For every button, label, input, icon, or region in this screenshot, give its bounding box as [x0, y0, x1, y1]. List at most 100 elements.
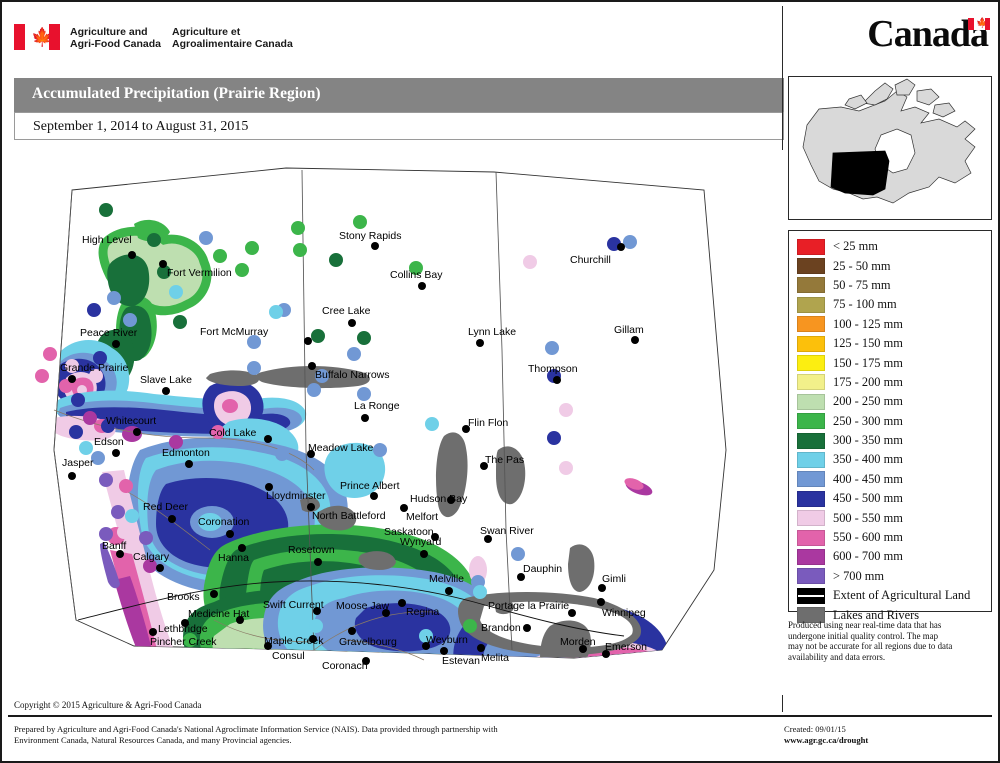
- city-label: Gimli: [602, 573, 626, 585]
- subtitle-bar: September 1, 2014 to August 31, 2015: [14, 112, 784, 140]
- city-label: Meadow Lake: [308, 442, 374, 454]
- legend-swatch: [797, 432, 825, 449]
- canada-wordmark: Canada 🍁: [867, 14, 990, 58]
- city-label: Weyburn: [426, 634, 468, 646]
- legend-label: Lakes and Rivers: [833, 607, 920, 622]
- legend-label: 200 - 250 mm: [833, 394, 903, 409]
- legend-label: 125 - 150 mm: [833, 336, 903, 351]
- city-marker-dot: [362, 657, 370, 665]
- canada-locator-map: [788, 76, 992, 220]
- city-marker-dot: [398, 599, 406, 607]
- legend-row: 600 - 700 mm: [797, 547, 991, 566]
- legend-swatch: [797, 355, 825, 372]
- legend-row: 250 - 300 mm: [797, 412, 991, 431]
- city-label: Melville: [429, 573, 465, 585]
- page-title: Accumulated Precipitation (Prairie Regio…: [32, 85, 321, 102]
- legend-swatch: [797, 296, 825, 313]
- title-bar: Accumulated Precipitation (Prairie Regio…: [14, 78, 784, 112]
- legend-label: 600 - 700 mm: [833, 549, 903, 564]
- city-label: High Level: [82, 234, 132, 246]
- created-date: Created: 09/01/15: [784, 724, 846, 734]
- city-label: Morden: [560, 636, 596, 648]
- city-label: Whitecourt: [106, 415, 157, 427]
- legend-row: < 25 mm: [797, 237, 991, 256]
- city-label: Pincher Creek: [150, 636, 217, 648]
- city-marker-dot: [181, 619, 189, 627]
- city-label: Dauphin: [523, 563, 563, 575]
- map-canvas: [35, 167, 727, 661]
- legend-row: 400 - 450 mm: [797, 470, 991, 489]
- wordmark-french: Agriculture et Agroalimentaire Canada: [172, 26, 293, 50]
- city-label: Saskatoon: [384, 526, 434, 538]
- city-label: La Ronge: [354, 400, 400, 412]
- city-label: Consul: [272, 650, 305, 662]
- legend-row: 200 - 250 mm: [797, 392, 991, 411]
- legend-swatch: [797, 374, 825, 391]
- province-borders: [53, 169, 513, 651]
- footer-credits: Prepared by Agriculture and Agri-Food Ca…: [14, 724, 498, 745]
- legend-swatch: [797, 548, 825, 565]
- city-marker-dot: [210, 590, 218, 598]
- city-marker-dot: [264, 435, 272, 443]
- city-marker-dot: [226, 530, 234, 538]
- city-label: Hanna: [218, 552, 249, 564]
- city-marker-dot: [313, 607, 321, 615]
- city-label: Brandon: [481, 622, 521, 634]
- city-marker-dot: [361, 414, 369, 422]
- legend-row: 350 - 400 mm: [797, 450, 991, 469]
- city-label: Melfort: [406, 511, 439, 523]
- page-header: 🍁 Agriculture and Agri-Food Canada Agric…: [2, 2, 998, 64]
- city-marker-dot: [314, 558, 322, 566]
- legend-row: 450 - 500 mm: [797, 489, 991, 508]
- legend-swatch: [797, 568, 825, 585]
- city-marker-dot: [236, 616, 244, 624]
- legend-row: 125 - 150 mm: [797, 334, 991, 353]
- city-marker-dot: [447, 496, 455, 504]
- city-label: Cold Lake: [209, 427, 257, 439]
- city-label: Collins Bay: [390, 269, 443, 281]
- city-marker-dot: [185, 460, 193, 468]
- legend-row: Extent of Agricultural Land: [797, 586, 991, 605]
- legend-swatch: [797, 393, 825, 410]
- city-marker-dot: [484, 535, 492, 543]
- city-marker-dot: [159, 260, 167, 268]
- city-label: Rosetown: [288, 544, 335, 556]
- legend-row: 500 - 550 mm: [797, 508, 991, 527]
- drought-url[interactable]: www.agr.gc.ca/drought: [784, 735, 869, 745]
- city-label: Moose Jaw: [336, 600, 390, 612]
- legend-label: 450 - 500 mm: [833, 491, 903, 506]
- city-label: Red Deer: [143, 501, 188, 513]
- city-label: Banff: [102, 540, 127, 552]
- city-label: Thompson: [528, 363, 578, 375]
- inset-svg: [802, 78, 976, 204]
- legend-label: 350 - 400 mm: [833, 452, 903, 467]
- city-marker-dot: [598, 584, 606, 592]
- city-label: Medicine Hat: [188, 608, 250, 620]
- city-marker-dot: [308, 362, 316, 370]
- city-label: Hudson Bay: [410, 493, 468, 505]
- city-marker-dot: [400, 504, 408, 512]
- city-label: Fort McMurray: [200, 326, 269, 338]
- city-marker-dot: [348, 319, 356, 327]
- city-label: Edson: [94, 436, 124, 448]
- city-label: Peace River: [80, 327, 138, 339]
- city-marker-dot: [422, 642, 430, 650]
- city-label: Slave Lake: [140, 374, 192, 386]
- city-marker-dot: [579, 645, 587, 653]
- legend-row: 550 - 600 mm: [797, 528, 991, 547]
- legend-row: 300 - 350 mm: [797, 431, 991, 450]
- city-label: Lloydminster: [266, 490, 326, 502]
- legend-label: 100 - 125 mm: [833, 316, 903, 331]
- city-label: Flin Flon: [468, 417, 509, 429]
- precipitation-map[interactable]: High Level Fort Vermilion Stony Rapids Coll…: [14, 150, 784, 695]
- legend-swatch: [797, 607, 825, 624]
- city-label: Maple Creek: [264, 635, 324, 647]
- city-label: Gillam: [614, 324, 644, 336]
- wordmark-english: Agriculture and Agri-Food Canada: [70, 26, 161, 50]
- city-marker-dot: [617, 243, 625, 251]
- city-label: Prince Albert: [340, 480, 400, 492]
- city-label: Fort Vermilion: [167, 267, 232, 279]
- copyright-notice: Copyright © 2015 Agriculture & Agri-Food…: [14, 700, 202, 710]
- city-marker-dot: [480, 462, 488, 470]
- city-marker-dot: [264, 642, 272, 650]
